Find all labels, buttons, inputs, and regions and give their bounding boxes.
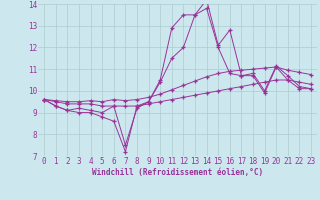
X-axis label: Windchill (Refroidissement éolien,°C): Windchill (Refroidissement éolien,°C) xyxy=(92,168,263,177)
